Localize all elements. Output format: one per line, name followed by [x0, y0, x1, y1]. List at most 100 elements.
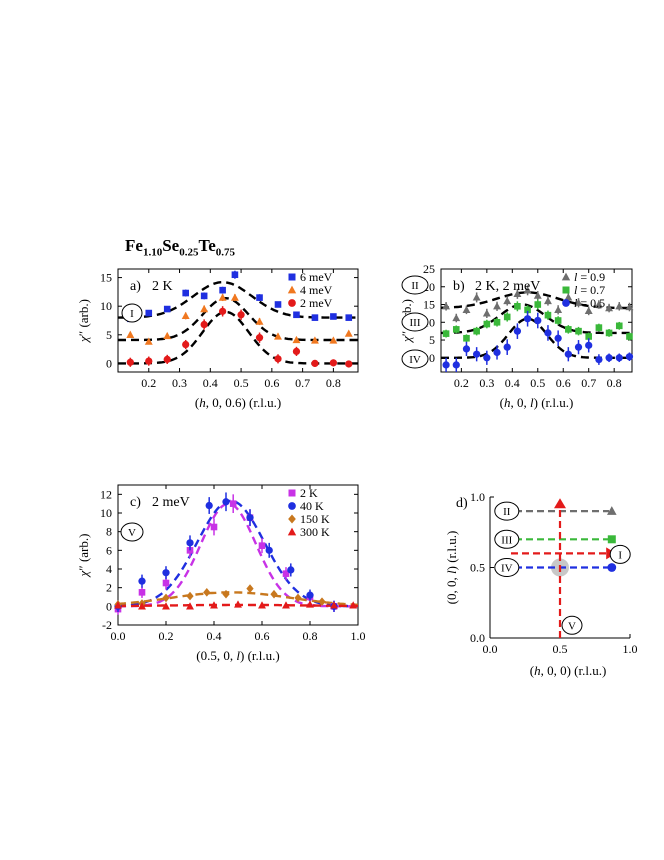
- data-point: [306, 591, 314, 599]
- y-tick-label: 5: [106, 328, 112, 342]
- legend-label: 300 K: [300, 525, 330, 539]
- data-point: [345, 314, 353, 321]
- legend-marker: [287, 285, 297, 294]
- data-point: [126, 330, 135, 338]
- data-point: [575, 327, 582, 335]
- fit-curve: [118, 310, 358, 365]
- data-point: [625, 353, 634, 361]
- series-2: [442, 310, 634, 372]
- cut-marker: [607, 563, 617, 572]
- data-point: [237, 311, 245, 319]
- data-point: [442, 361, 450, 369]
- data-point: [200, 292, 208, 300]
- y-tick-label: 0: [429, 351, 435, 365]
- x-tick-label: 0.3: [479, 376, 494, 390]
- y-tick-label: 8: [106, 525, 112, 539]
- data-point: [523, 286, 532, 294]
- data-point: [145, 357, 153, 365]
- roman-circle: [561, 615, 583, 635]
- data-point: [595, 355, 603, 364]
- legend-label: 2 K: [300, 486, 318, 500]
- data-point: [210, 601, 218, 609]
- data-point: [274, 301, 282, 308]
- x-tick-label: 0.8: [607, 376, 622, 390]
- roman-label: I: [618, 549, 622, 561]
- y-axis-label: χ″ (arb.): [76, 299, 91, 344]
- fit-curve: [118, 281, 358, 319]
- data-point: [345, 360, 353, 368]
- data-point: [138, 602, 146, 610]
- data-point: [483, 354, 491, 362]
- data-point: [493, 318, 501, 326]
- data-point: [274, 332, 282, 340]
- fit-curve: [118, 296, 358, 342]
- fit-curve: [118, 502, 358, 608]
- data-point: [163, 331, 172, 340]
- data-point: [163, 305, 171, 313]
- y-tick-label: 4: [106, 562, 112, 576]
- data-point: [625, 302, 634, 311]
- data-point: [231, 271, 239, 279]
- data-point: [330, 601, 338, 609]
- data-point: [230, 293, 239, 301]
- data-point: [229, 500, 237, 507]
- data-point: [544, 311, 552, 319]
- x-tick-label: 1.0: [623, 642, 638, 656]
- legend-marker: [288, 489, 296, 497]
- data-point: [554, 305, 563, 313]
- roman-circle: [494, 501, 520, 521]
- data-point: [615, 322, 623, 330]
- data-point: [222, 498, 230, 506]
- data-point: [114, 601, 122, 609]
- legend-marker: [287, 527, 297, 536]
- data-point: [534, 316, 542, 325]
- data-point: [605, 354, 613, 362]
- data-point: [452, 361, 460, 369]
- x-tick-label: 0.7: [295, 376, 310, 390]
- x-tick-label: 0.4: [207, 629, 222, 643]
- data-point: [544, 296, 552, 305]
- data-point: [138, 577, 146, 585]
- panel-label: d): [456, 496, 468, 511]
- series-1: [126, 293, 353, 345]
- legend-marker: [562, 286, 570, 294]
- roman-label: II: [503, 506, 511, 518]
- data-point: [565, 326, 572, 333]
- panel-a-frame: [117, 268, 359, 373]
- series-3: [114, 600, 358, 610]
- scan-l-arrow: [554, 498, 566, 509]
- data-point: [219, 286, 226, 294]
- y-tick-label: 0.0: [470, 631, 485, 645]
- series-2: [114, 584, 326, 609]
- data-point: [452, 326, 460, 333]
- data-point: [452, 313, 461, 322]
- data-point: [493, 302, 501, 310]
- legend-label: 150 K: [300, 512, 330, 526]
- data-point: [473, 350, 481, 358]
- panel-label: b): [453, 279, 465, 294]
- data-point: [473, 327, 480, 335]
- y-tick-label: 15: [100, 271, 112, 285]
- data-point: [200, 304, 209, 313]
- data-point: [615, 302, 624, 310]
- data-point: [222, 589, 230, 599]
- data-point: [265, 546, 273, 554]
- x-tick-label: 0.5: [234, 376, 249, 390]
- data-point: [584, 306, 593, 315]
- y-tick-label: 25: [423, 262, 435, 276]
- data-point: [246, 514, 254, 522]
- data-point: [318, 597, 326, 606]
- data-point: [234, 600, 242, 608]
- legend-marker: [288, 514, 296, 524]
- data-point: [472, 293, 481, 301]
- data-point: [605, 329, 613, 337]
- roman-circle: [401, 275, 429, 295]
- y-tick-label: 6: [106, 543, 112, 557]
- data-point: [564, 293, 573, 301]
- data-point: [524, 306, 531, 314]
- panel-condition: 2 K, 2 meV: [475, 279, 540, 294]
- legend-marker: [562, 299, 570, 307]
- x-tick-label: 0.0: [111, 629, 126, 643]
- data-point: [182, 289, 189, 297]
- legend-label: 40 K: [300, 499, 324, 513]
